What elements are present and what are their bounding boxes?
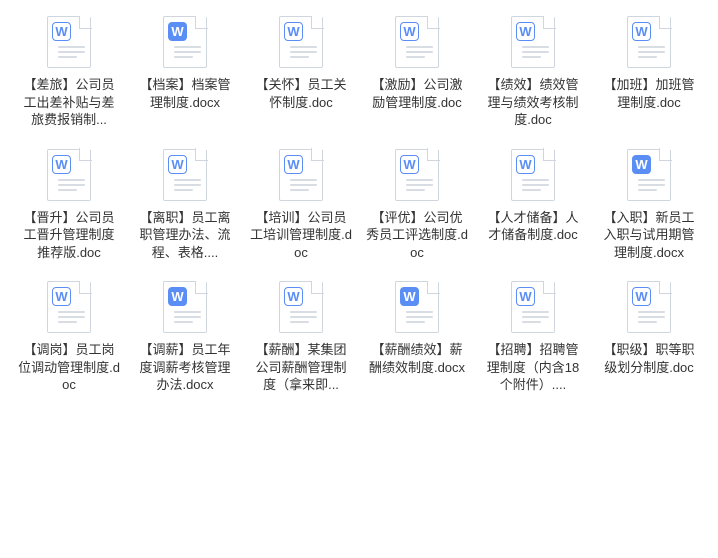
file-item[interactable]: W 【关怀】员工关怀制度.doc (248, 16, 354, 129)
word-doc-icon: W (163, 149, 207, 201)
file-label: 【调岗】员工岗位调动管理制度.doc (16, 341, 122, 394)
file-item[interactable]: W 【调岗】员工岗位调动管理制度.doc (16, 281, 122, 394)
file-item[interactable]: W 【薪酬】某集团公司薪酬管理制度（拿来即... (248, 281, 354, 394)
word-doc-icon: W (627, 149, 671, 201)
word-doc-icon: W (627, 16, 671, 68)
word-doc-icon: W (47, 149, 91, 201)
file-item[interactable]: W 【薪酬绩效】薪酬绩效制度.docx (364, 281, 470, 394)
file-item[interactable]: W 【激励】公司激励管理制度.doc (364, 16, 470, 129)
file-item[interactable]: W 【招聘】招聘管理制度（内含18个附件）.... (480, 281, 586, 394)
file-label: 【晋升】公司员工晋升管理制度推荐版.doc (16, 209, 122, 262)
file-item[interactable]: W 【入职】新员工入职与试用期管理制度.docx (596, 149, 702, 262)
file-item[interactable]: W 【差旅】公司员工出差补贴与差旅费报销制... (16, 16, 122, 129)
file-label: 【入职】新员工入职与试用期管理制度.docx (596, 209, 702, 262)
file-item[interactable]: W 【绩效】绩效管理与绩效考核制度.doc (480, 16, 586, 129)
file-label: 【薪酬】某集团公司薪酬管理制度（拿来即... (248, 341, 354, 394)
file-label: 【差旅】公司员工出差补贴与差旅费报销制... (16, 76, 122, 129)
file-label: 【培训】公司员工培训管理制度.doc (248, 209, 354, 262)
word-doc-icon: W (511, 281, 555, 333)
word-doc-icon: W (163, 281, 207, 333)
file-label: 【关怀】员工关怀制度.doc (248, 76, 354, 111)
file-item[interactable]: W 【职级】职等职级划分制度.doc (596, 281, 702, 394)
file-item[interactable]: W 【离职】员工离职管理办法、流程、表格.... (132, 149, 238, 262)
file-item[interactable]: W 【人才储备】人才储备制度.doc (480, 149, 586, 262)
file-label: 【离职】员工离职管理办法、流程、表格.... (132, 209, 238, 262)
word-doc-icon: W (511, 16, 555, 68)
word-doc-icon: W (511, 149, 555, 201)
word-doc-icon: W (395, 149, 439, 201)
file-item[interactable]: W 【评优】公司优秀员工评选制度.doc (364, 149, 470, 262)
file-label: 【激励】公司激励管理制度.doc (364, 76, 470, 111)
file-grid: W【差旅】公司员工出差补贴与差旅费报销制...W【档案】档案管理制度.docxW… (16, 16, 702, 394)
file-label: 【档案】档案管理制度.docx (132, 76, 238, 111)
file-item[interactable]: W 【培训】公司员工培训管理制度.doc (248, 149, 354, 262)
file-item[interactable]: W 【调薪】员工年度调薪考核管理办法.docx (132, 281, 238, 394)
file-label: 【加班】加班管理制度.doc (596, 76, 702, 111)
word-doc-icon: W (395, 281, 439, 333)
file-label: 【绩效】绩效管理与绩效考核制度.doc (480, 76, 586, 129)
file-item[interactable]: W 【加班】加班管理制度.doc (596, 16, 702, 129)
file-label: 【薪酬绩效】薪酬绩效制度.docx (364, 341, 470, 376)
word-doc-icon: W (163, 16, 207, 68)
word-doc-icon: W (279, 281, 323, 333)
word-doc-icon: W (395, 16, 439, 68)
file-item[interactable]: W 【档案】档案管理制度.docx (132, 16, 238, 129)
file-label: 【职级】职等职级划分制度.doc (596, 341, 702, 376)
file-label: 【评优】公司优秀员工评选制度.doc (364, 209, 470, 262)
word-doc-icon: W (279, 16, 323, 68)
file-label: 【调薪】员工年度调薪考核管理办法.docx (132, 341, 238, 394)
file-label: 【招聘】招聘管理制度（内含18个附件）.... (480, 341, 586, 394)
word-doc-icon: W (47, 281, 91, 333)
word-doc-icon: W (627, 281, 671, 333)
file-item[interactable]: W 【晋升】公司员工晋升管理制度推荐版.doc (16, 149, 122, 262)
file-label: 【人才储备】人才储备制度.doc (480, 209, 586, 244)
word-doc-icon: W (47, 16, 91, 68)
word-doc-icon: W (279, 149, 323, 201)
